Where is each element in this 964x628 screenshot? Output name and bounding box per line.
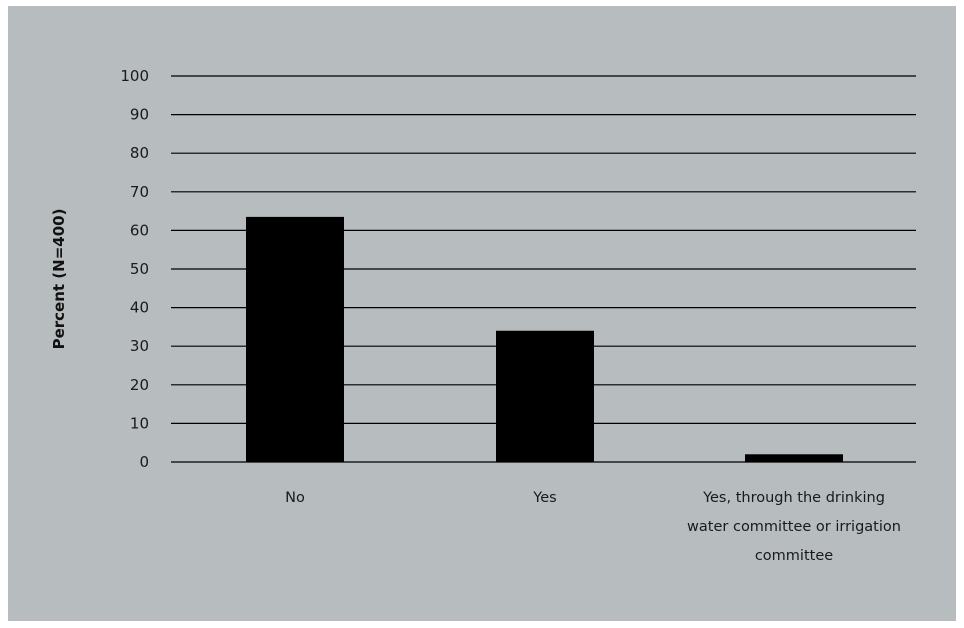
y-tick-label: 90 xyxy=(130,106,149,124)
y-tick-labels: 0 10 20 30 40 50 60 70 80 90 100 xyxy=(120,67,149,471)
y-tick-label: 100 xyxy=(120,67,149,85)
category-label: Yes xyxy=(532,490,556,506)
chart-frame: 0 10 20 30 40 50 60 70 80 90 100 No Yes Yes, through… xyxy=(8,6,956,621)
y-axis-title: Percent (N=400) xyxy=(50,209,68,350)
y-tick-label: 50 xyxy=(130,260,149,278)
bar xyxy=(246,216,344,462)
category-label: Yes, through the drinking water committee… xyxy=(687,490,901,564)
y-tick-label: 70 xyxy=(130,183,149,201)
y-tick-label: 30 xyxy=(130,337,149,355)
y-tick-label: 10 xyxy=(130,414,149,432)
y-tick-label: 80 xyxy=(130,144,149,162)
y-tick-label: 20 xyxy=(130,376,149,394)
category-label: No xyxy=(285,490,305,506)
bar xyxy=(745,454,843,462)
y-tick-label: 0 xyxy=(139,453,149,471)
bar xyxy=(496,330,594,462)
bar-chart: 0 10 20 30 40 50 60 70 80 90 100 No Yes Yes, through… xyxy=(50,67,916,564)
bars xyxy=(246,216,843,462)
category-labels: No Yes Yes, through the drinking water comm… xyxy=(285,490,901,564)
y-tick-label: 60 xyxy=(130,221,149,239)
y-tick-label: 40 xyxy=(130,299,149,317)
